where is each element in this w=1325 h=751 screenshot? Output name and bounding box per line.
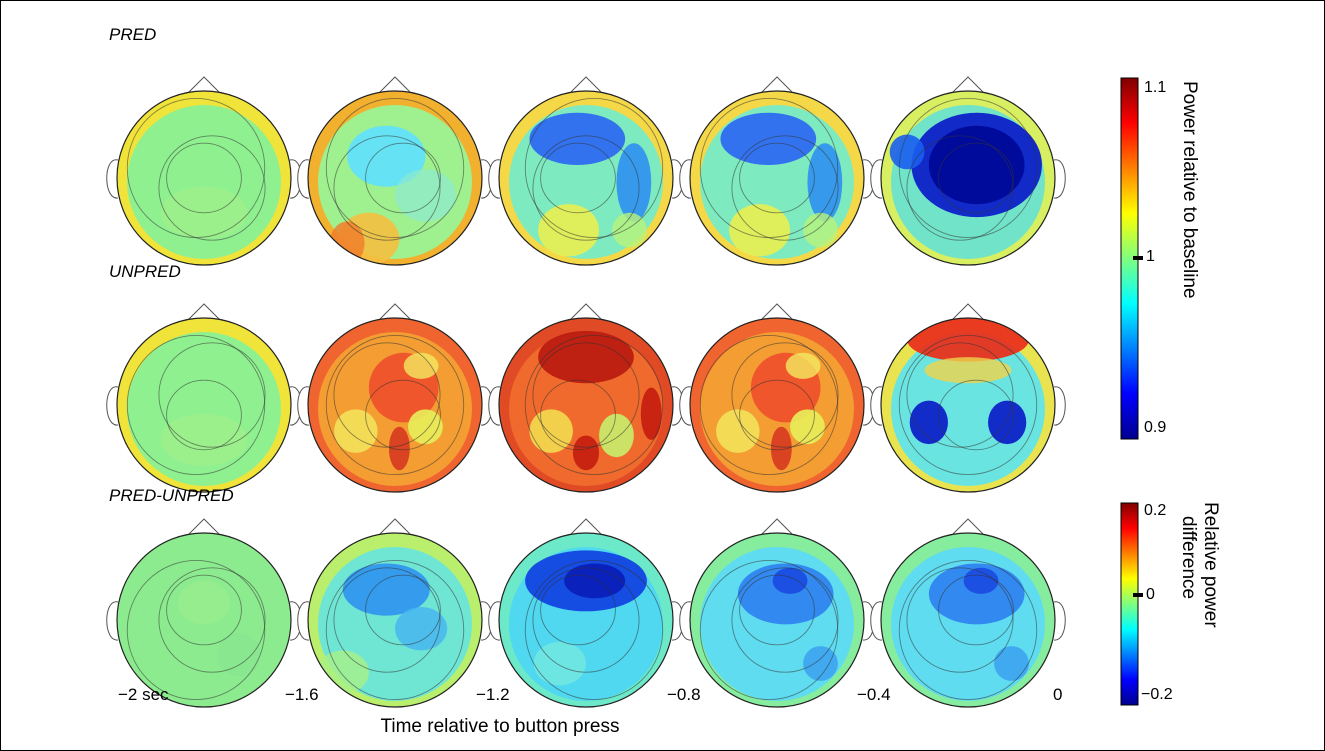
colorbar-power-min: 0.9: [1144, 419, 1167, 436]
x-axis-title: Time relative to button press: [380, 716, 620, 737]
time-tick-3: −0.8: [667, 685, 701, 704]
topomap-1-3: [679, 303, 875, 493]
colorbar-difference-title-line1: Relative power: [1200, 502, 1221, 628]
colorbar-difference-title-line2: difference: [1178, 516, 1199, 600]
topomap-0-3: [679, 76, 875, 266]
topomap-2-2: [488, 518, 684, 708]
colorbar-power-max: 1.1: [1144, 79, 1167, 96]
colorbar-power-title: Power relative to baseline: [1179, 81, 1200, 299]
topomap-1-1: [297, 303, 493, 493]
row-label-pred-unpred: PRED-UNPRED: [109, 486, 234, 505]
time-tick-2: −1.2: [476, 685, 510, 704]
colorbar-difference: [1120, 502, 1139, 706]
colorbar-difference-mid: 0: [1146, 586, 1155, 603]
time-tick-0: −2 sec: [118, 685, 169, 704]
topomap-2-0: [106, 518, 302, 708]
time-tick-1: −1.6: [285, 685, 319, 704]
time-tick-4: −0.4: [857, 685, 891, 704]
time-tick-5: 0: [1053, 685, 1063, 704]
topomap-0-1: [297, 76, 493, 266]
topomap-2-4: [870, 518, 1066, 708]
topomap-0-4: [870, 76, 1066, 266]
colorbar-difference-min: −0.2: [1141, 686, 1173, 703]
topomap-1-2: [488, 303, 684, 493]
colorbar-difference-max: 0.2: [1144, 502, 1167, 519]
colorbar-power-mid-tick: [1133, 256, 1143, 260]
topomap-1-0: [106, 303, 302, 493]
topomap-2-3: [679, 518, 875, 708]
topomap-2-1: [297, 518, 493, 708]
topomap-0-2: [488, 76, 684, 266]
row-label-pred: PRED: [109, 25, 157, 44]
row-label-unpred: UNPRED: [109, 262, 181, 281]
colorbar-power-mid: 1: [1146, 248, 1155, 265]
colorbar-difference-mid-tick: [1133, 593, 1143, 597]
topomap-1-4: [870, 303, 1066, 493]
topomap-0-0: [106, 76, 302, 266]
